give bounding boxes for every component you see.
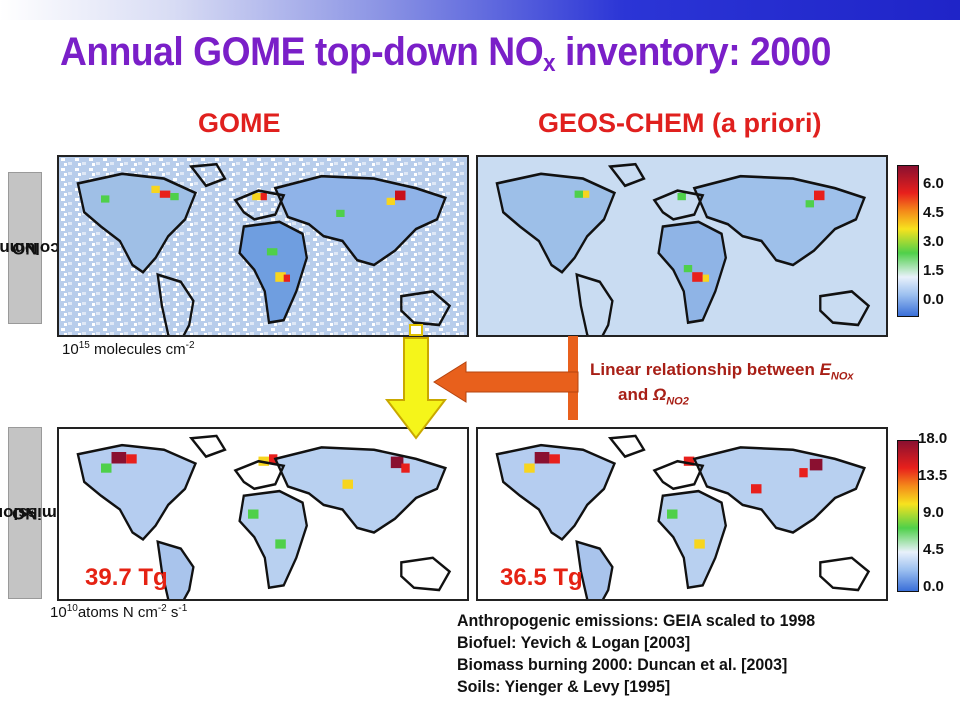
units-no2-columns: 1015 molecules cm-2: [62, 340, 195, 358]
colorbar-no2-tick: 4.5: [923, 204, 944, 221]
annotation-linear-relationship: Linear relationship between ENOx: [590, 360, 854, 383]
source-item: Soils: Yienger & Levy [1995]: [457, 677, 671, 696]
map-gome-nox-emissions: 39.7 Tg: [57, 427, 469, 601]
colorbar-nox: [897, 440, 919, 592]
colorbar-no2-tick: 1.5: [923, 262, 944, 279]
yellow-down-arrow: [384, 324, 448, 440]
units-nox-emissions: 1010atoms N cm-2 s-1: [50, 603, 188, 621]
row-label-no2-columns: NO2 columns: [0, 172, 60, 324]
top-banner-bar: [0, 0, 960, 20]
source-item: Anthropogenic emissions: GEIA scaled to …: [457, 611, 816, 630]
colorbar-nox-tick: 18.0: [918, 430, 948, 447]
colorbar-nox-tick: 13.5: [918, 467, 948, 484]
colorbar-nox-tick: 9.0: [923, 504, 944, 521]
orange-left-arrow: [433, 336, 579, 420]
column-header-gome: GOME: [198, 108, 281, 138]
colorbar-nox-tick: 4.5: [923, 541, 944, 558]
source-item: Biomass burning 2000: Duncan et al. [200…: [457, 655, 788, 674]
colorbar-no2-tick: 6.0: [923, 175, 944, 192]
annotation-omega: and ΩNO2: [618, 385, 689, 408]
total-gome: 39.7 Tg: [85, 564, 168, 591]
map-geoschem-nox-emissions: 36.5 Tg: [476, 427, 888, 601]
source-item: Biofuel: Yevich & Logan [2003]: [457, 633, 691, 652]
sources-list: Anthropogenic emissions: GEIA scaled to …: [457, 610, 815, 698]
colorbar-nox-tick: 0.0: [923, 578, 944, 595]
map-geoschem-no2-columns: [476, 155, 888, 337]
map-gome-no2-columns: [57, 155, 469, 337]
page-title: Annual GOME top-down NOx inventory: 2000: [60, 30, 831, 77]
colorbar-no2-tick: 0.0: [923, 291, 944, 308]
column-header-geoschem: GEOS-CHEM (a priori): [538, 108, 822, 138]
row-label-nox-emissions: NOx emissions: [0, 427, 67, 599]
colorbar-no2-tick: 3.0: [923, 233, 944, 250]
total-geoschem: 36.5 Tg: [500, 564, 583, 591]
colorbar-no2: [897, 165, 919, 317]
